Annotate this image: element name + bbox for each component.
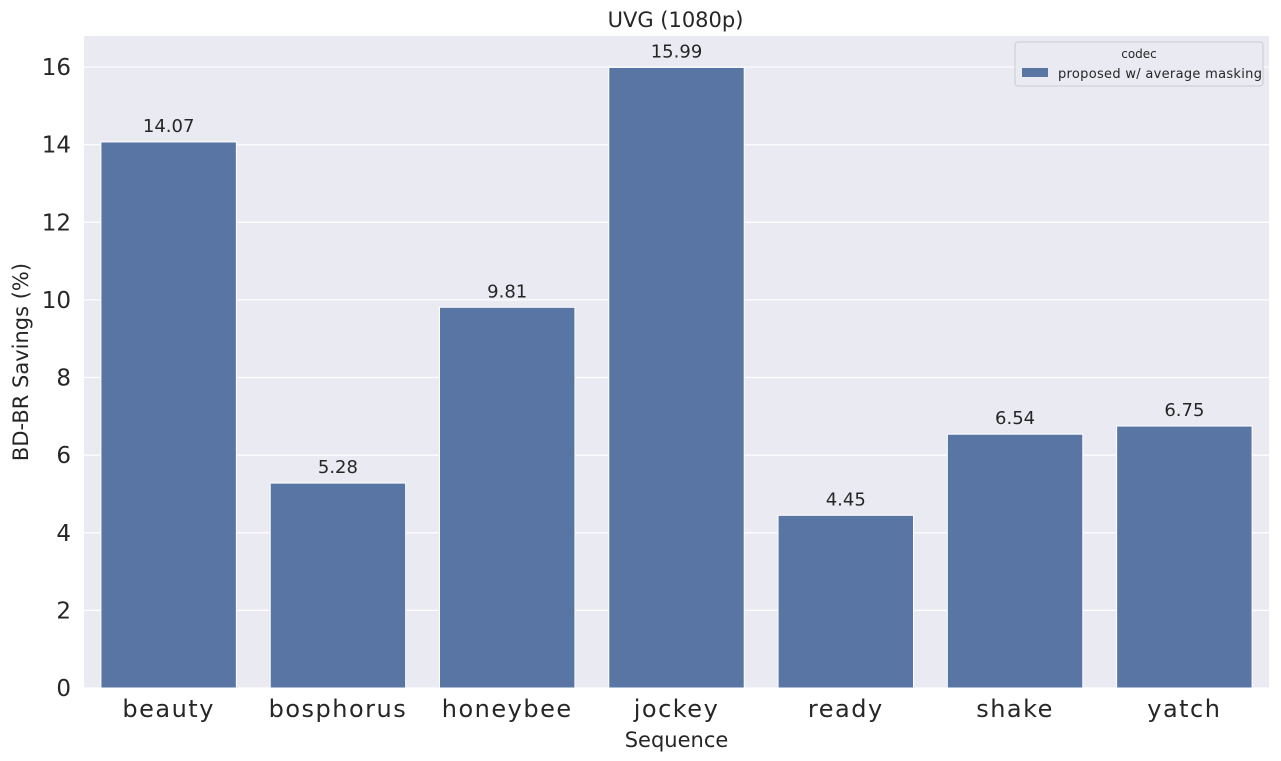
y-tick-label: 10: [42, 288, 71, 314]
legend: codec proposed w/ average masking: [1014, 41, 1264, 87]
bar-value-label: 4.45: [826, 489, 866, 510]
bar-shake: [946, 433, 1084, 689]
legend-label: proposed w/ average masking: [1058, 67, 1262, 82]
y-tick-label: 14: [42, 133, 71, 159]
legend-swatch: [1022, 68, 1048, 77]
bar-value-label: 14.07: [143, 116, 195, 137]
y-axis-ticks: 0 2 4 6 8 10 12 14 16: [42, 55, 71, 702]
bars: [100, 66, 1253, 689]
y-tick-label: 8: [56, 366, 71, 392]
bar-yatch: [1116, 425, 1253, 689]
x-tick-label: jockey: [633, 695, 720, 723]
x-tick-label: ready: [808, 695, 884, 723]
bar-value-label: 6.54: [995, 408, 1035, 429]
y-tick-label: 6: [56, 443, 71, 469]
bar-jockey: [608, 66, 745, 689]
x-tick-label: honeybee: [442, 695, 573, 723]
x-axis-ticks: beauty bosphorus honeybee jockey ready shake y…: [122, 695, 1221, 723]
bar-honeybee: [439, 306, 576, 689]
y-tick-label: 2: [56, 598, 71, 624]
y-tick-label: 0: [56, 676, 71, 702]
x-tick-label: yatch: [1147, 695, 1221, 723]
legend-box: [1014, 41, 1264, 87]
y-tick-label: 16: [42, 55, 71, 81]
bar-value-label: 9.81: [487, 281, 527, 302]
x-tick-label: beauty: [122, 695, 215, 723]
chart-title: UVG (1080p): [608, 8, 744, 32]
bar-value-label: 6.75: [1164, 400, 1204, 421]
y-tick-label: 12: [42, 210, 71, 236]
legend-title: codec: [1121, 47, 1157, 61]
x-tick-label: shake: [976, 695, 1054, 723]
x-tick-label: bosphorus: [269, 695, 408, 723]
bar-value-label: 15.99: [651, 41, 703, 62]
bar-value-labels: 14.07 5.28 9.81 15.99 4.45 6.54 6.75: [143, 41, 1205, 510]
bar-beauty: [100, 141, 237, 689]
x-axis-label: Sequence: [625, 728, 729, 752]
y-axis-label: BD-BR Savings (%): [9, 263, 33, 461]
y-tick-label: 4: [56, 521, 71, 547]
bar-bosphorus: [269, 482, 407, 689]
bar-value-label: 5.28: [318, 457, 358, 478]
bar-ready: [777, 514, 914, 689]
